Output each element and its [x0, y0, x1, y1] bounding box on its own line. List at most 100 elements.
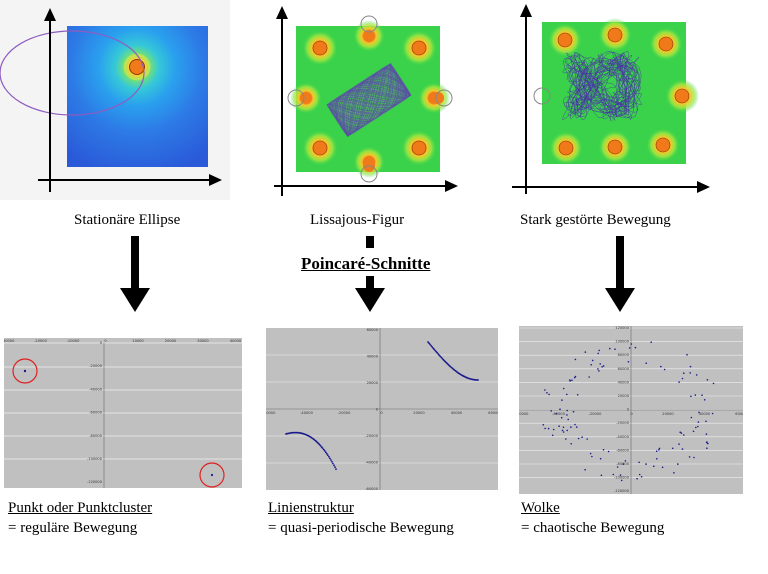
bottom-title: Wolke [521, 500, 560, 516]
data-point [576, 394, 579, 396]
data-point [586, 438, 588, 440]
data-point [690, 416, 693, 419]
x-tick-label: 40000 [699, 412, 711, 416]
data-point [562, 431, 565, 433]
data-point [332, 462, 334, 465]
data-point [334, 466, 336, 469]
y-tick-labels: 60000 40000 20000 0 -20000 -40000 -60000 [365, 328, 378, 490]
x-tick-label: -20000 [338, 411, 351, 415]
data-point [430, 344, 432, 347]
data-point [566, 393, 568, 396]
x-tick-label: -60000 [266, 411, 276, 415]
line-structure-points [285, 341, 479, 470]
data-point [681, 448, 684, 450]
data-point [689, 372, 691, 374]
data-point [584, 351, 587, 353]
data-point [630, 343, 633, 345]
data-point [559, 408, 561, 410]
chaotic-orbit [561, 50, 643, 121]
data-point [558, 425, 560, 427]
y-tick-label: -100000 [614, 476, 630, 480]
data-point [429, 343, 431, 346]
data-point [602, 448, 605, 451]
arrow-down-right [605, 236, 635, 312]
y-tick-label: -60000 [616, 448, 629, 452]
data-point [600, 474, 603, 477]
caption-perturbed: Stark gestörte Bewegung [520, 212, 671, 228]
data-point [328, 455, 330, 458]
data-point [433, 348, 435, 351]
caption-lissajous: Lissajous-Figur [310, 212, 405, 228]
gridlines [4, 342, 242, 460]
attractor-spot [129, 59, 145, 75]
data-point [574, 375, 577, 378]
data-point [636, 477, 638, 480]
cloud-points [542, 341, 715, 482]
data-point [598, 349, 600, 352]
data-point [573, 376, 576, 379]
data-point [590, 364, 592, 366]
data-point [706, 447, 708, 449]
x-axis-arrow [445, 180, 458, 192]
y-tick-label: -20000 [89, 364, 102, 368]
y-axis-arrow [44, 8, 56, 21]
data-point [552, 428, 555, 431]
data-point [571, 379, 573, 381]
data-point [683, 434, 685, 436]
data-point [701, 394, 703, 396]
y-tick-label: 0 [100, 341, 103, 345]
x-tick-label: -30000 [4, 339, 15, 343]
data-point [435, 350, 438, 353]
top-panel-lissajous [274, 6, 458, 196]
bottom-title: Linienstruktur [268, 500, 354, 516]
data-point [570, 443, 572, 445]
poincare-plot-cloud: -60000 -40000 -20000 0 20000 40000 60000 12000… [519, 326, 743, 494]
y-tick-label: -60000 [365, 487, 378, 490]
caption-stationary-ellipse: Stationäre Ellipse [74, 212, 181, 228]
y-tick-label: 20000 [367, 381, 379, 385]
marker-circle [12, 358, 38, 384]
data-point [694, 394, 697, 396]
data-point [562, 426, 565, 429]
data-point [627, 361, 630, 363]
lissajous-curve [326, 63, 412, 137]
data-point [619, 474, 622, 476]
x-tick-labels: -30000 -20000 -10000 0 10000 20000 30000 40000 [4, 339, 242, 343]
x-tick-label: 10000 [132, 339, 144, 343]
empty-circles [287, 15, 453, 183]
y-tick-label: -40000 [616, 435, 629, 439]
data-point [591, 455, 593, 458]
bottom-desc: = quasi-periodische Bewegung [268, 520, 454, 536]
data-point [679, 431, 681, 433]
data-point [323, 450, 326, 452]
data-point [428, 342, 430, 345]
data-point [656, 458, 658, 460]
data-point [671, 447, 674, 450]
data-point [645, 463, 647, 465]
data-point [588, 376, 590, 378]
data-point [325, 452, 328, 455]
arrow-down-left [120, 236, 150, 312]
x-tick-label: 40000 [451, 411, 463, 415]
data-point [695, 426, 697, 429]
data-point [331, 460, 333, 463]
x-tick-labels: -60000 -40000 -20000 0 20000 40000 60000 [519, 412, 743, 416]
data-point [574, 423, 576, 426]
y-tick-label: -60000 [89, 411, 102, 415]
data-point [544, 389, 546, 391]
data-point [598, 370, 600, 372]
data-point [698, 411, 700, 414]
bottom-caption-points: Punkt oder Punktcluster = reguläre Beweg… [8, 498, 152, 538]
data-point [570, 426, 572, 428]
y-tick-label: 120000 [615, 326, 629, 330]
data-point [333, 464, 335, 467]
x-axis-arrow [697, 181, 710, 193]
data-point [660, 365, 662, 368]
data-point [653, 465, 655, 467]
data-point [638, 473, 641, 476]
data-point [329, 457, 331, 460]
data-point [711, 412, 714, 415]
data-point [319, 445, 322, 447]
data-point [616, 466, 619, 468]
data-point [678, 443, 680, 445]
